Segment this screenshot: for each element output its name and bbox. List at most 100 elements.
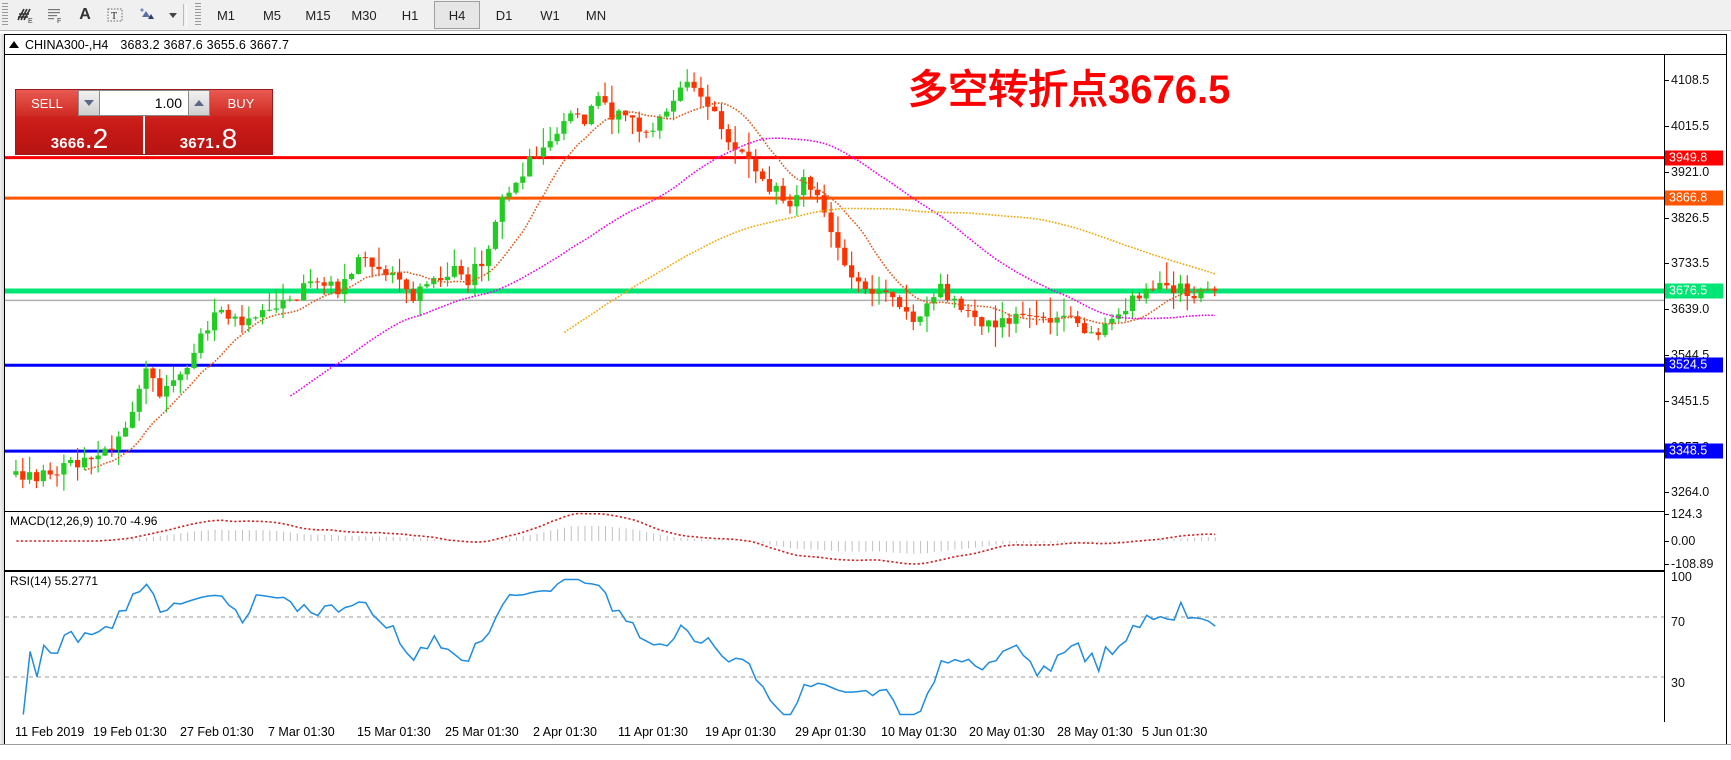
price-level-badge[interactable]: 3866.8 bbox=[1665, 190, 1723, 206]
time-axis-label: 11 Feb 2019 bbox=[15, 725, 85, 739]
candle-body bbox=[801, 177, 807, 196]
timeframe-grip[interactable] bbox=[195, 3, 201, 27]
buy-price[interactable]: 3671 .8 bbox=[145, 116, 272, 154]
candle-body bbox=[1040, 316, 1047, 318]
candle-body bbox=[677, 87, 683, 101]
objects-dropdown-icon[interactable] bbox=[169, 12, 177, 18]
chart-grid-icon[interactable]: F bbox=[41, 2, 69, 28]
candle-body bbox=[807, 177, 814, 190]
price-level-badge[interactable]: 3348.5 bbox=[1665, 443, 1723, 459]
macd-pane[interactable]: MACD(12,26,9) 10.70 -4.96 bbox=[5, 511, 1666, 571]
candle-body bbox=[1205, 288, 1211, 290]
candle-body bbox=[54, 474, 60, 476]
candle-body bbox=[1006, 318, 1012, 324]
candle-body bbox=[68, 459, 74, 464]
candle-body bbox=[301, 283, 307, 301]
macd-axis-tick bbox=[1665, 514, 1669, 516]
candle-body bbox=[876, 290, 882, 294]
candle-body bbox=[883, 290, 889, 293]
time-axis-label: 29 Apr 01:30 bbox=[795, 725, 866, 739]
candle-body bbox=[177, 374, 183, 381]
one-click-trade-panel[interactable]: SELL 1.00 BUY 3666 .2 3671 .8 bbox=[15, 89, 273, 155]
candle-body bbox=[136, 388, 142, 412]
volume-input[interactable]: 1.00 bbox=[100, 90, 188, 116]
price-axis[interactable]: 4108.5 4015.5 3921.0 3826.5 3733.5 3639.0 3544… bbox=[1664, 55, 1726, 722]
timeframe-m30[interactable]: M30 bbox=[351, 7, 377, 23]
macd-axis-tick bbox=[1665, 541, 1669, 543]
candle-body bbox=[910, 311, 916, 322]
candle-body bbox=[540, 147, 546, 157]
candle-body bbox=[691, 81, 697, 88]
sell-button[interactable]: SELL bbox=[16, 90, 78, 116]
sell-price[interactable]: 3666 .2 bbox=[16, 116, 143, 154]
price-axis-tick bbox=[1665, 309, 1669, 311]
candle-body bbox=[280, 300, 286, 309]
candle-body bbox=[369, 257, 375, 267]
candle-body bbox=[403, 279, 409, 290]
candle-body bbox=[718, 111, 725, 130]
volume-increment-icon[interactable] bbox=[188, 90, 210, 116]
volume-decrement-icon[interactable] bbox=[78, 90, 100, 116]
candle-body bbox=[390, 272, 396, 276]
price-axis-tick bbox=[1665, 263, 1669, 265]
moving-average-line bbox=[84, 102, 1216, 471]
timeframe-m1[interactable]: M1 bbox=[216, 7, 236, 23]
timeframe-d1[interactable]: D1 bbox=[495, 7, 513, 23]
price-level-badge[interactable]: 3949.8 bbox=[1665, 150, 1723, 166]
text-tool-icon[interactable]: A bbox=[79, 6, 91, 23]
candle-body bbox=[979, 317, 985, 327]
candle-body bbox=[424, 284, 430, 287]
candle-body bbox=[1191, 295, 1197, 299]
candle-body bbox=[116, 436, 122, 451]
text-label-icon[interactable]: T bbox=[101, 2, 129, 28]
candle-body bbox=[746, 151, 752, 160]
price-level-badge[interactable]: 3524.5 bbox=[1665, 357, 1723, 373]
candle-body bbox=[246, 318, 252, 326]
candle-body bbox=[81, 457, 88, 468]
candle-body bbox=[527, 156, 533, 177]
timeframe-w1[interactable]: W1 bbox=[540, 7, 560, 23]
timeframe-h4[interactable]: H4 bbox=[434, 1, 480, 29]
trade-panel-top: SELL 1.00 BUY bbox=[16, 90, 272, 116]
candle-body bbox=[986, 320, 992, 327]
candle-body bbox=[951, 298, 957, 300]
time-axis[interactable]: 11 Feb 2019 19 Feb 01:30 27 Feb 01:30 7 Mar… bbox=[4, 722, 1727, 744]
toolbar-grip[interactable] bbox=[2, 3, 8, 27]
candle-body bbox=[705, 96, 711, 107]
candle-body bbox=[376, 266, 382, 270]
collapse-triangle-icon[interactable] bbox=[9, 41, 19, 48]
price-pane[interactable] bbox=[5, 55, 1666, 509]
candle-body bbox=[355, 257, 362, 274]
candle-body bbox=[917, 316, 923, 322]
timeframe-m5[interactable]: M5 bbox=[262, 7, 282, 23]
candle-body bbox=[657, 116, 663, 131]
price-axis-label: 3921.0 bbox=[1671, 164, 1710, 179]
objects-icon[interactable] bbox=[131, 2, 165, 28]
candle-body bbox=[294, 299, 300, 301]
candle-body bbox=[492, 221, 499, 249]
candle-body bbox=[1068, 315, 1074, 317]
price-level-badge[interactable]: 3676.5 bbox=[1665, 283, 1723, 299]
timeframe-h1[interactable]: H1 bbox=[401, 7, 419, 23]
candle-body bbox=[869, 288, 875, 294]
candle-body bbox=[725, 129, 731, 143]
indicators-icon[interactable]: E bbox=[11, 2, 39, 28]
candle-body bbox=[1027, 315, 1033, 317]
candle-body bbox=[609, 102, 615, 120]
candle-body bbox=[170, 380, 177, 386]
candle-body bbox=[314, 281, 320, 283]
buy-button[interactable]: BUY bbox=[210, 90, 272, 116]
price-axis-label: 4015.5 bbox=[1671, 118, 1710, 133]
timeframe-mn[interactable]: MN bbox=[585, 7, 607, 23]
moving-average-line bbox=[289, 137, 1216, 397]
chart-annotation: 多空转折点3676.5 bbox=[908, 68, 1231, 112]
price-axis-label: 3264.0 bbox=[1671, 485, 1710, 500]
timeframe-m15[interactable]: M15 bbox=[305, 7, 331, 23]
trade-panel-divider bbox=[143, 116, 145, 154]
candle-body bbox=[636, 117, 642, 132]
candle-body bbox=[266, 309, 272, 311]
candle-body bbox=[1075, 316, 1081, 324]
rsi-label: RSI(14) 55.2771 bbox=[10, 574, 99, 588]
rsi-pane[interactable]: RSI(14) 55.2771 bbox=[5, 571, 1666, 723]
price-axis-tick bbox=[1665, 171, 1669, 173]
